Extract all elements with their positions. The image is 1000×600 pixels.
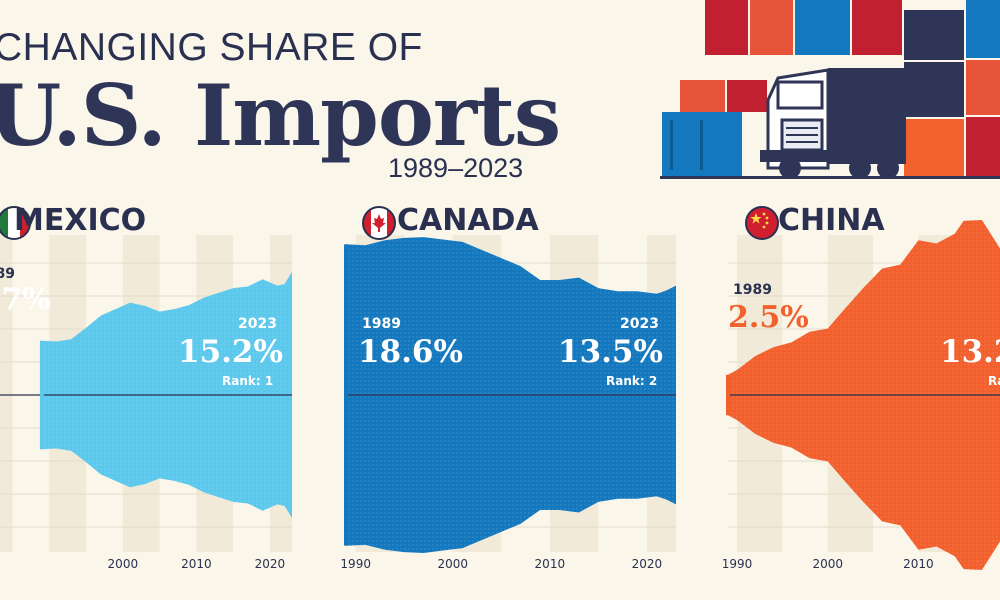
x-tick-label: 2000 [437, 557, 468, 571]
x-tick-label: 1990 [340, 557, 371, 571]
china-end-value: 13.2% [940, 334, 1000, 370]
country-label-mexico: MEXICO [14, 203, 147, 238]
mexico-start-value: 6.7% [0, 282, 51, 317]
mexico-rank: Rank: 1 [222, 374, 274, 388]
mexico-end-year: 2023 [238, 316, 277, 332]
canada-end-value: 13.5% [558, 334, 663, 370]
truck-illustration [660, 0, 1000, 179]
country-label-china: CHINA [778, 203, 885, 238]
title-line-2: U.S. Imports [0, 66, 561, 165]
mexico-chart: 2000 2010 2020 [0, 235, 293, 571]
x-tick-label: 2010 [903, 557, 934, 571]
grid-band [0, 235, 13, 552]
x-tick-label: 2020 [255, 557, 286, 571]
x-tick-label: 2000 [812, 557, 843, 571]
x-tick-label: 2020 [632, 557, 663, 571]
title-years: 1989–2023 [388, 153, 524, 183]
china-chart: 1990 2000 2010 [722, 220, 1000, 571]
x-tick-label: 2010 [181, 557, 212, 571]
x-tick-label: 2000 [108, 557, 139, 571]
mexico-start-year: 1989 [0, 266, 15, 282]
canada-rank: Rank: 2 [606, 374, 658, 388]
x-tick-label: 2010 [535, 557, 566, 571]
china-start-value: 2.5% [728, 300, 809, 335]
china-flag-icon [745, 206, 779, 240]
title-line-1: CHANGING SHARE OF [0, 26, 423, 69]
country-label-canada: CANADA [397, 203, 539, 238]
canada-start-value: 18.6% [358, 334, 463, 370]
mexico-flag-icon [0, 206, 31, 240]
canada-chart: 1990 2000 2010 2020 [340, 235, 676, 571]
canada-flag-icon [362, 206, 396, 240]
china-rank: Rank: 3 [988, 374, 1000, 388]
mexico-end-value: 15.2% [178, 334, 283, 370]
canada-end-year: 2023 [620, 316, 659, 332]
x-tick-label: 1990 [722, 557, 753, 571]
china-start-year: 1989 [733, 282, 772, 298]
canada-start-year: 1989 [362, 316, 401, 332]
